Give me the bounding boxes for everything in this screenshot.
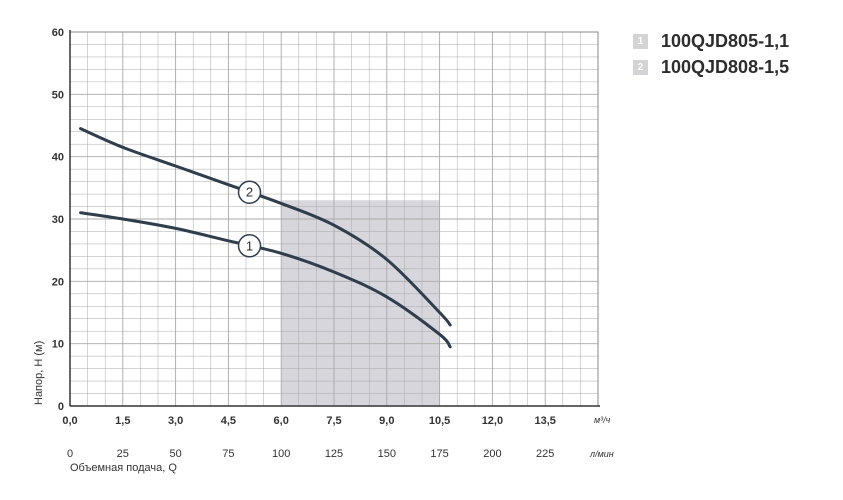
y-tick-label: 50 xyxy=(52,89,64,101)
x-tick-label-secondary: 50 xyxy=(169,448,181,460)
chart-grid xyxy=(70,32,598,406)
working-range-area xyxy=(281,200,440,406)
y-tick-label: 40 xyxy=(52,152,64,164)
legend-label-1: 100QJD805-1,1 xyxy=(661,30,790,51)
y-tick-label: 0 xyxy=(58,401,64,413)
x-tick-label-primary: 4,5 xyxy=(221,415,236,427)
x-unit-secondary: л/мин xyxy=(589,449,614,459)
series-marker-label-1: 1 xyxy=(246,238,253,253)
working-range-shade xyxy=(281,200,440,406)
x-tick-label-primary: 3,0 xyxy=(168,415,183,427)
legend-item-2: 2 100QJD808-1,5 xyxy=(633,54,789,80)
x-tick-label-secondary: 125 xyxy=(325,448,343,460)
legend-item-1: 1 100QJD805-1,1 xyxy=(633,28,789,54)
x-tick-label-primary: 7,5 xyxy=(326,415,341,427)
x-tick-label-primary: 6,0 xyxy=(274,415,289,427)
y-tick-label: 30 xyxy=(52,214,64,226)
series-marker-label-2: 2 xyxy=(246,185,253,200)
x-tick-label-secondary: 0 xyxy=(67,448,73,460)
x-tick-label-primary: 1,5 xyxy=(115,415,130,427)
legend-marker-2: 2 xyxy=(633,59,648,75)
x-tick-label-secondary: 150 xyxy=(378,448,396,460)
series-line-2 xyxy=(79,127,452,327)
x-tick-label-primary: 10,5 xyxy=(429,415,450,427)
chart-legend: 1 100QJD805-1,1 2 100QJD808-1,5 xyxy=(633,28,789,80)
x-tick-label-primary: 9,0 xyxy=(379,415,394,427)
legend-marker-1: 1 xyxy=(633,33,648,49)
x-tick-label-primary: 0,0 xyxy=(62,415,77,427)
x-axis-title: Объемная подача, Q xyxy=(70,462,177,474)
x-tick-label-secondary: 100 xyxy=(272,448,290,460)
x-tick-label-secondary: 225 xyxy=(536,448,554,460)
series-line-1 xyxy=(79,211,452,349)
x-tick-label-secondary: 75 xyxy=(222,448,234,460)
x-tick-label-secondary: 200 xyxy=(483,448,501,460)
series-marker-2 xyxy=(237,180,262,204)
y-tick-label: 10 xyxy=(52,339,64,351)
y-tick-label: 20 xyxy=(52,276,64,288)
y-axis-title: Напор, H (м) xyxy=(33,341,45,405)
x-tick-label-primary: 12,0 xyxy=(482,415,503,427)
x-unit-primary: м³/ч xyxy=(594,415,611,425)
legend-label-2: 100QJD808-1,5 xyxy=(661,56,790,77)
y-tick-label: 60 xyxy=(52,27,64,39)
x-tick-label-secondary: 25 xyxy=(117,448,129,460)
x-tick-label-primary: 13,5 xyxy=(534,415,555,427)
chart-axes xyxy=(69,30,600,407)
tick-labels: 0 10 20 30 40 50 60 0,0 0 1,5 25 3,0 50 4,5 75 6,0 100 7,… xyxy=(52,27,556,460)
chart-series: 12 xyxy=(79,127,452,349)
x-tick-label-secondary: 175 xyxy=(430,448,448,460)
series-marker-1 xyxy=(237,234,262,258)
